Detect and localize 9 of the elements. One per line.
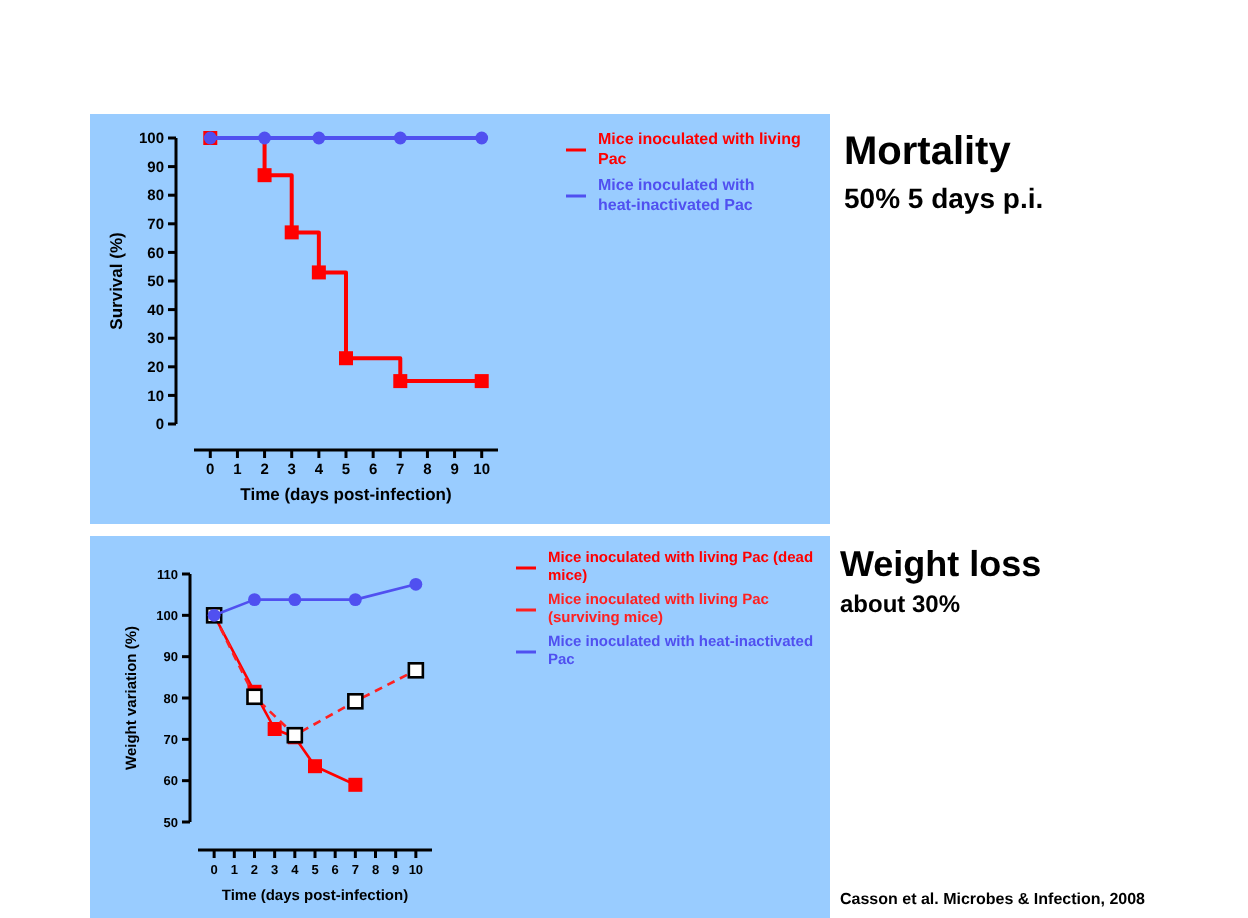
- text: 50% 5 days p.i.: [844, 182, 1044, 214]
- legend-label: Mice inoculated with living Pac: [598, 130, 801, 168]
- text: about 30%: [840, 590, 961, 618]
- text: Weight loss: [840, 544, 1042, 584]
- text: Casson et al. Microbes & Infection, 2008: [840, 890, 1147, 908]
- text: Mortality: [844, 130, 1013, 174]
- y-axis-title: Survival (%): [106, 232, 126, 330]
- x-axis-title: Time (days post-infection): [240, 484, 452, 504]
- legend-label: Mice inoculated with heat-inactivated Pac: [598, 176, 755, 214]
